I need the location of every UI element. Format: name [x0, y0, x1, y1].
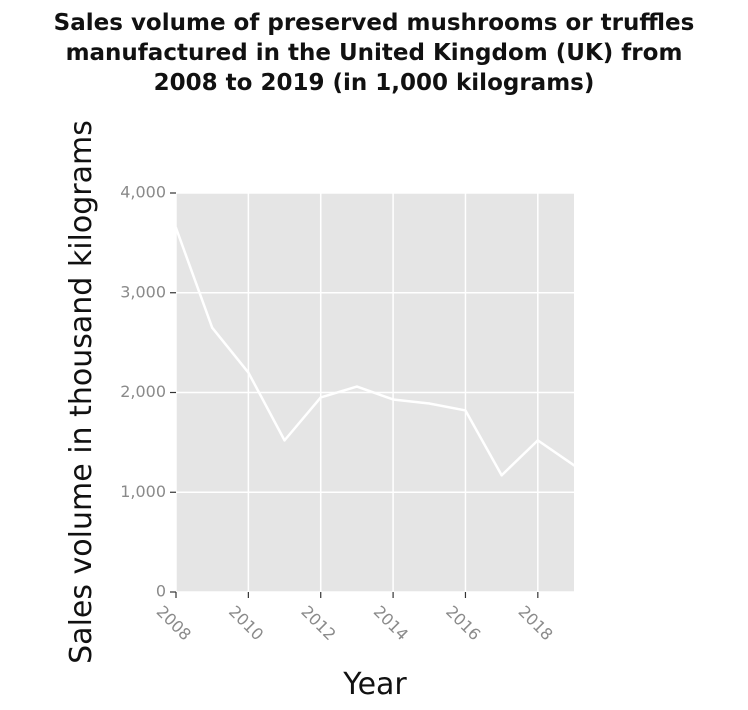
- y-tick-label: 1,000: [120, 482, 166, 501]
- data-point: [355, 385, 359, 388]
- data-point: [210, 326, 214, 329]
- y-tick-label: 4,000: [120, 183, 166, 202]
- data-point: [500, 474, 503, 477]
- chart-title-line-2: manufactured in the United Kingdom (UK) …: [65, 40, 683, 66]
- y-tick-label: 2,000: [120, 382, 166, 401]
- y-axis-title: Sales volume in thousand kilograms: [64, 120, 99, 664]
- data-point: [247, 371, 250, 374]
- data-point: [283, 439, 286, 442]
- chart-title-line-3: 2008 to 2019 (in 1,000 kilograms): [153, 70, 595, 96]
- y-tick-label: 3,000: [120, 282, 166, 301]
- data-point: [464, 409, 467, 412]
- x-tick-label: 2008: [153, 602, 195, 644]
- y-tick-label: 0: [156, 582, 166, 601]
- data-point: [174, 226, 178, 230]
- x-axis-title: Year: [342, 667, 407, 702]
- series-line: [174, 226, 576, 477]
- x-tick-label: 2012: [297, 602, 339, 644]
- data-point: [428, 402, 431, 405]
- data-point: [319, 396, 322, 399]
- chart-title-line-1: Sales volume of preserved mushrooms or t…: [53, 10, 695, 36]
- x-tick-label: 2016: [442, 602, 484, 644]
- chart-title: Sales volume of preserved mushrooms or t…: [0, 8, 748, 98]
- data-point: [536, 439, 540, 442]
- x-tick-label: 2018: [515, 602, 557, 644]
- series-group: [174, 226, 576, 477]
- data-point: [572, 464, 576, 467]
- data-point: [391, 398, 395, 401]
- x-tick-label: 2010: [225, 602, 267, 644]
- x-tick-label: 2014: [370, 602, 412, 644]
